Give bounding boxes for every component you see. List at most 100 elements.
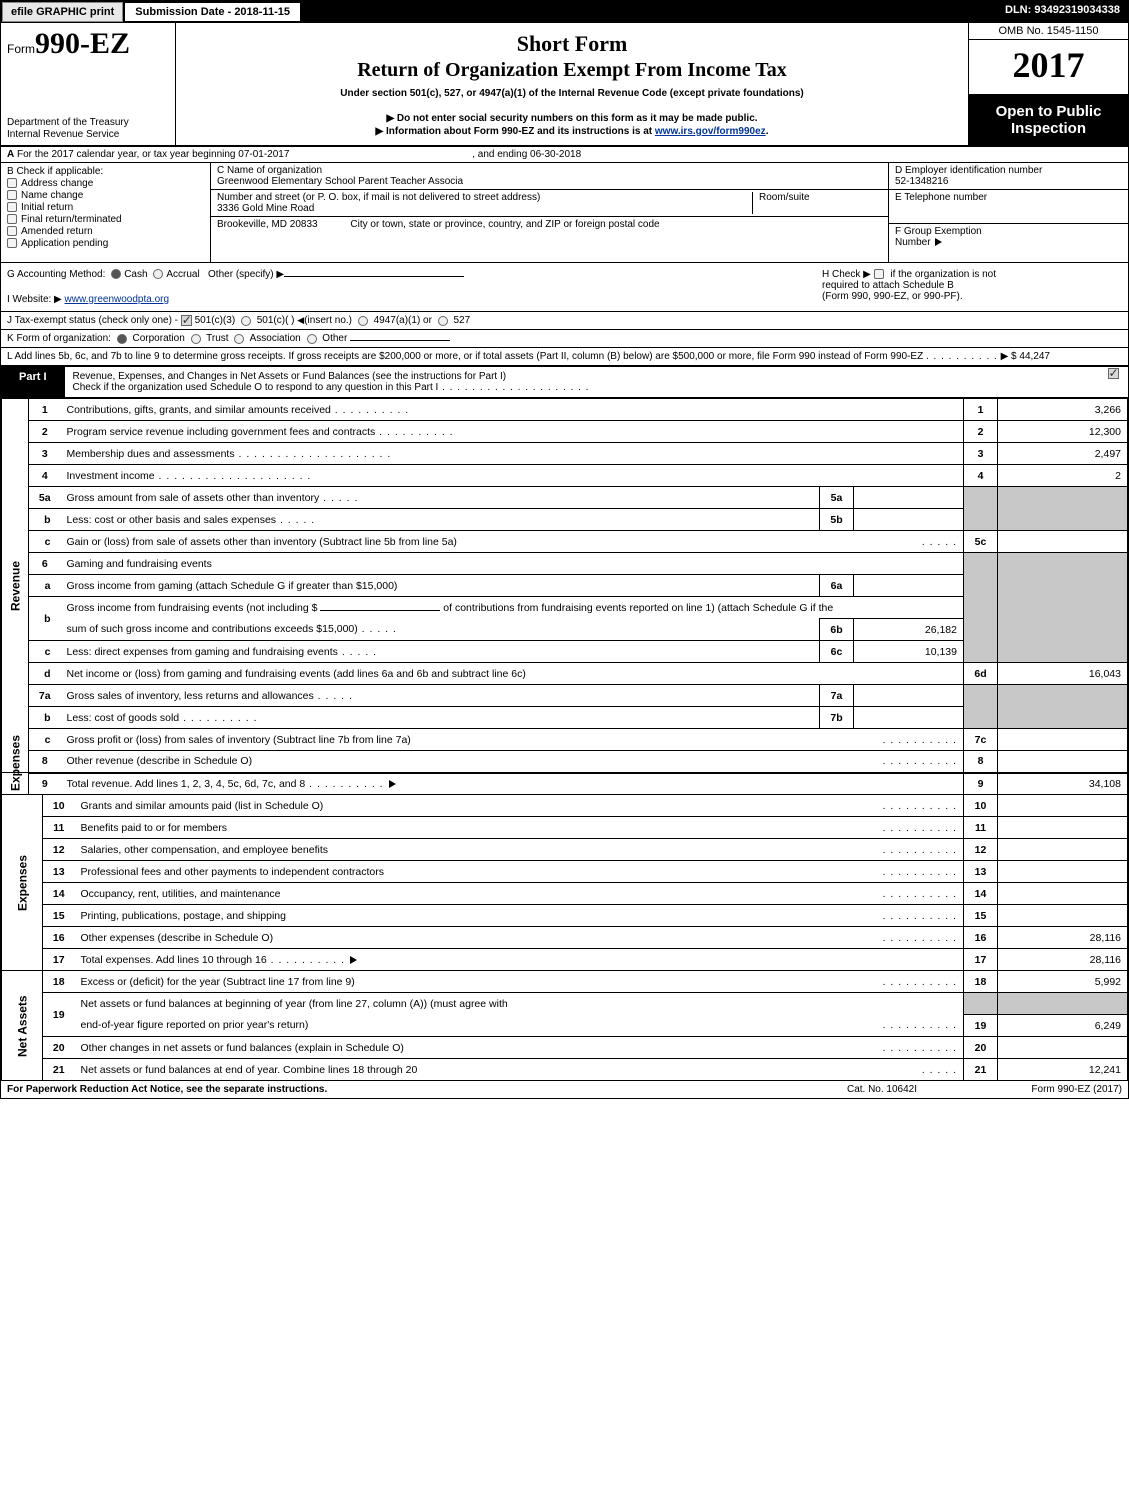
num-6d: 6d bbox=[964, 663, 998, 685]
part1-checkbox-cell bbox=[1098, 367, 1128, 397]
subtitle: Under section 501(c), 527, or 4947(a)(1)… bbox=[182, 88, 962, 99]
desc-14: Occupancy, rent, utilities, and maintena… bbox=[81, 888, 281, 900]
h-block: H Check ▶ if the organization is not req… bbox=[822, 269, 1122, 305]
omb-number: OMB No. 1545-1150 bbox=[969, 23, 1128, 40]
gray-5 bbox=[964, 487, 998, 531]
gray-7 bbox=[964, 685, 998, 729]
lbl-cash: Cash bbox=[124, 269, 147, 280]
radio-trust[interactable] bbox=[191, 334, 201, 344]
ln-6a: a bbox=[29, 575, 61, 597]
part1-tab: Part I bbox=[1, 367, 65, 397]
mid-6c: 6c bbox=[820, 641, 854, 663]
val-5c bbox=[998, 531, 1128, 553]
mid-6a: 6a bbox=[820, 575, 854, 597]
k-label: K Form of organization: bbox=[7, 333, 111, 344]
chk-schedule-o[interactable] bbox=[1108, 368, 1119, 379]
num-20: 20 bbox=[964, 1037, 998, 1059]
footer-right: Form 990-EZ (2017) bbox=[962, 1084, 1122, 1095]
radio-assoc[interactable] bbox=[234, 334, 244, 344]
open-to-public: Open to Public Inspection bbox=[969, 95, 1128, 145]
ln-12: 12 bbox=[43, 839, 75, 861]
val-2: 12,300 bbox=[998, 421, 1128, 443]
desc-2: Program service revenue including govern… bbox=[67, 426, 376, 438]
chk-501c3[interactable] bbox=[181, 315, 192, 326]
num-12: 12 bbox=[964, 839, 998, 861]
lbl-527: 527 bbox=[454, 315, 471, 326]
title-return: Return of Organization Exempt From Incom… bbox=[182, 59, 962, 82]
val-13 bbox=[998, 861, 1128, 883]
chk-h[interactable] bbox=[874, 269, 884, 279]
lbl-accrual: Accrual bbox=[166, 269, 199, 280]
other-specify-line[interactable] bbox=[284, 276, 464, 277]
radio-cash[interactable] bbox=[111, 269, 121, 279]
footer-catno: Cat. No. 10642I bbox=[802, 1084, 962, 1095]
h-text3: (Form 990, 990-EZ, or 990-PF). bbox=[822, 291, 963, 302]
val-19: 6,249 bbox=[998, 1015, 1128, 1037]
line-a: A For the 2017 calendar year, or tax yea… bbox=[1, 147, 1128, 163]
radio-accrual[interactable] bbox=[153, 269, 163, 279]
desc-17: Total expenses. Add lines 10 through 16 bbox=[81, 954, 267, 966]
desc-10: Grants and similar amounts paid (list in… bbox=[81, 800, 324, 812]
num-17: 17 bbox=[964, 949, 998, 971]
radio-corp[interactable] bbox=[117, 334, 127, 344]
radio-527[interactable] bbox=[438, 316, 448, 326]
j-note: (check only one) - bbox=[99, 315, 178, 326]
radio-501c[interactable] bbox=[241, 316, 251, 326]
grayval-19 bbox=[998, 993, 1128, 1015]
ln-7a: 7a bbox=[29, 685, 61, 707]
desc-1: Contributions, gifts, grants, and simila… bbox=[67, 404, 331, 416]
mid-5a: 5a bbox=[820, 487, 854, 509]
chk-amended-return[interactable] bbox=[7, 226, 17, 236]
num-18: 18 bbox=[964, 971, 998, 993]
spacer bbox=[301, 1, 997, 23]
val-12 bbox=[998, 839, 1128, 861]
website-link[interactable]: www.greenwoodpta.org bbox=[65, 294, 170, 305]
ln-3: 3 bbox=[29, 443, 61, 465]
num-2: 2 bbox=[964, 421, 998, 443]
other-org-line[interactable] bbox=[350, 340, 450, 341]
e-label: E Telephone number bbox=[895, 192, 1122, 203]
mid-7a: 7a bbox=[820, 685, 854, 707]
radio-other-org[interactable] bbox=[307, 334, 317, 344]
chk-application-pending[interactable] bbox=[7, 238, 17, 248]
chk-initial-return[interactable] bbox=[7, 202, 17, 212]
ln-18: 18 bbox=[43, 971, 75, 993]
irs-link[interactable]: www.irs.gov/form990ez bbox=[655, 126, 766, 137]
desc-12: Salaries, other compensation, and employ… bbox=[81, 844, 328, 856]
h-text2: required to attach Schedule B bbox=[822, 280, 954, 291]
ln-17: 17 bbox=[43, 949, 75, 971]
6b-blank[interactable] bbox=[320, 610, 440, 611]
lbl-final-return: Final return/terminated bbox=[21, 214, 122, 225]
chk-name-change[interactable] bbox=[7, 190, 17, 200]
chk-final-return[interactable] bbox=[7, 214, 17, 224]
ln-21: 21 bbox=[43, 1059, 75, 1081]
gray-6 bbox=[964, 553, 998, 663]
header-right: OMB No. 1545-1150 2017 Open to Public In… bbox=[968, 23, 1128, 145]
chk-address-change[interactable] bbox=[7, 178, 17, 188]
desc-15: Printing, publications, postage, and shi… bbox=[81, 910, 286, 922]
f-label2: Number bbox=[895, 237, 931, 248]
midval-7b bbox=[854, 707, 964, 729]
j-label: J Tax-exempt status bbox=[7, 315, 96, 326]
desc-19: Net assets or fund balances at beginning… bbox=[81, 998, 508, 1010]
val-15 bbox=[998, 905, 1128, 927]
ln-19: 19 bbox=[43, 993, 75, 1037]
submission-date: Submission Date - 2018-11-15 bbox=[124, 2, 301, 22]
desc-9: Total revenue. Add lines 1, 2, 3, 4, 5c,… bbox=[67, 778, 306, 790]
form-header: Form990-EZ Department of the Treasury In… bbox=[1, 23, 1128, 147]
ln-8: 8 bbox=[29, 751, 61, 773]
num-15: 15 bbox=[964, 905, 998, 927]
radio-4947[interactable] bbox=[358, 316, 368, 326]
line-a-end: , and ending 06-30-2018 bbox=[472, 149, 581, 160]
desc-7c: Gross profit or (loss) from sales of inv… bbox=[67, 734, 411, 746]
desc-8: Other revenue (describe in Schedule O) bbox=[67, 755, 253, 767]
midval-5a bbox=[854, 487, 964, 509]
note-info-pre: ▶ Information about Form 990-EZ and its … bbox=[376, 126, 655, 137]
mid-5b: 5b bbox=[820, 509, 854, 531]
efile-print-button[interactable]: efile GRAPHIC print bbox=[2, 2, 123, 22]
page-footer: For Paperwork Reduction Act Notice, see … bbox=[1, 1081, 1128, 1098]
desc-5c: Gain or (loss) from sale of assets other… bbox=[67, 536, 457, 548]
ein-value: 52-1348216 bbox=[895, 176, 1122, 187]
section-k: K Form of organization: Corporation Trus… bbox=[1, 330, 1128, 348]
form-990ez-page: efile GRAPHIC print Submission Date - 20… bbox=[0, 0, 1129, 1099]
